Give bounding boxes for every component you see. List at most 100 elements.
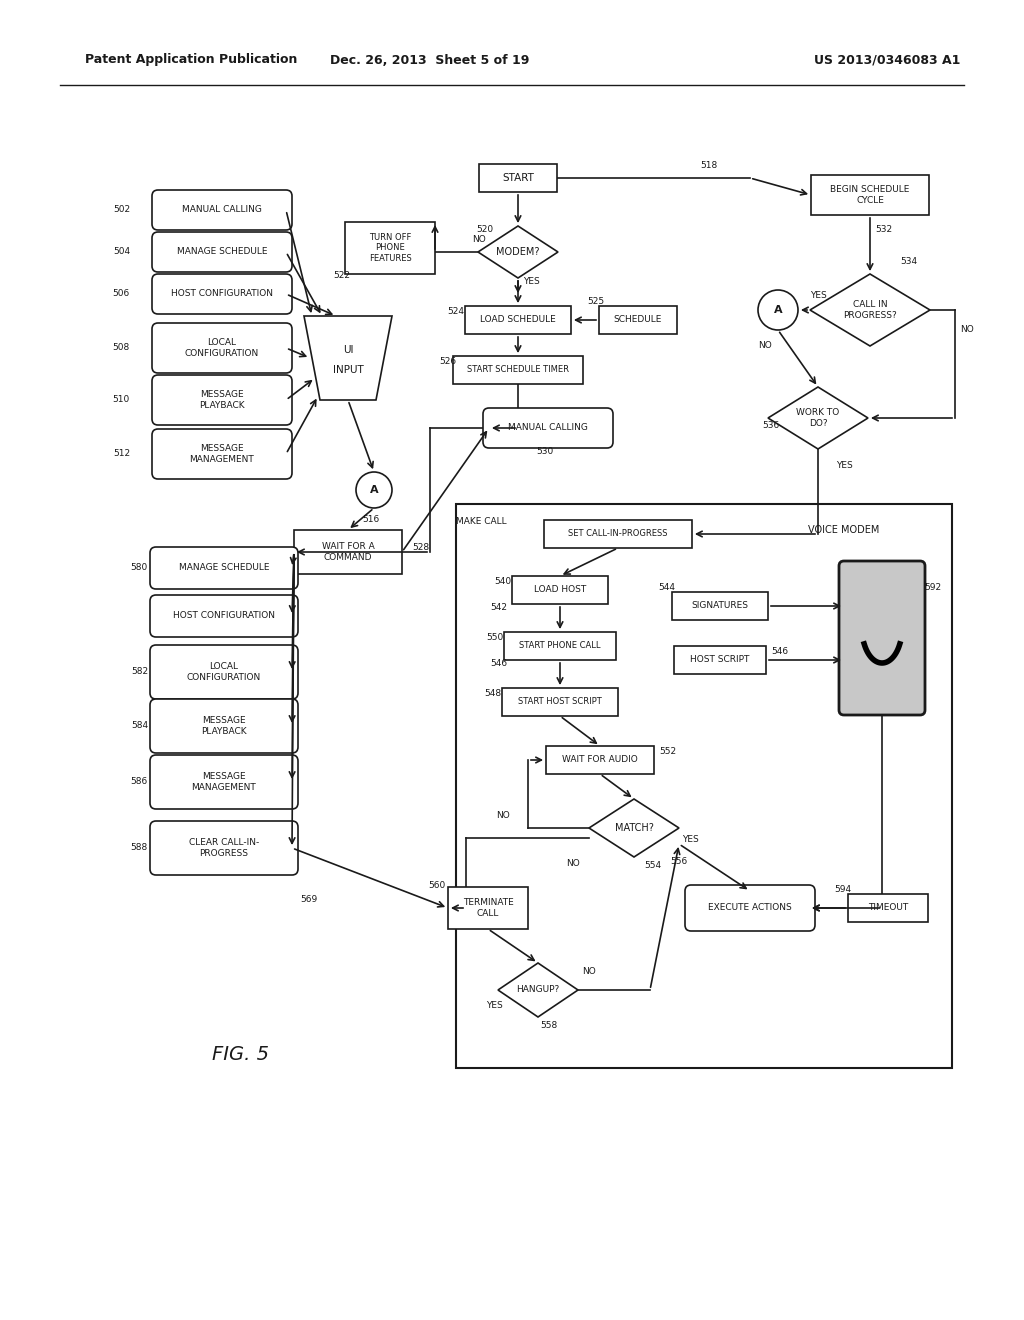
Text: 508: 508 xyxy=(113,343,130,352)
Text: 554: 554 xyxy=(644,862,662,870)
Text: 552: 552 xyxy=(659,747,676,756)
Text: 548: 548 xyxy=(484,689,501,698)
Text: 580: 580 xyxy=(131,564,148,573)
Text: MANAGE SCHEDULE: MANAGE SCHEDULE xyxy=(177,248,267,256)
Text: MATCH?: MATCH? xyxy=(614,822,653,833)
FancyBboxPatch shape xyxy=(345,222,435,275)
Text: 526: 526 xyxy=(439,358,456,367)
Text: 594: 594 xyxy=(834,886,851,895)
Text: MAKE CALL: MAKE CALL xyxy=(456,517,507,527)
FancyBboxPatch shape xyxy=(848,894,928,921)
Text: SCHEDULE: SCHEDULE xyxy=(613,315,663,325)
Text: HOST CONFIGURATION: HOST CONFIGURATION xyxy=(173,611,275,620)
Text: CALL IN
PROGRESS?: CALL IN PROGRESS? xyxy=(843,300,897,319)
Text: INPUT: INPUT xyxy=(333,366,364,375)
Text: HANGUP?: HANGUP? xyxy=(516,986,560,994)
FancyBboxPatch shape xyxy=(152,323,292,374)
Polygon shape xyxy=(498,964,578,1016)
FancyBboxPatch shape xyxy=(152,232,292,272)
Text: 516: 516 xyxy=(362,516,379,524)
Text: NO: NO xyxy=(582,968,596,977)
Text: BEGIN SCHEDULE
CYCLE: BEGIN SCHEDULE CYCLE xyxy=(830,185,909,205)
Text: 520: 520 xyxy=(476,226,494,235)
FancyBboxPatch shape xyxy=(294,531,402,574)
FancyBboxPatch shape xyxy=(152,375,292,425)
Text: 506: 506 xyxy=(113,289,130,298)
Text: WAIT FOR AUDIO: WAIT FOR AUDIO xyxy=(562,755,638,764)
Text: SET CALL-IN-PROGRESS: SET CALL-IN-PROGRESS xyxy=(568,529,668,539)
Text: 536: 536 xyxy=(762,421,779,430)
Text: 588: 588 xyxy=(131,843,148,853)
Text: LOAD HOST: LOAD HOST xyxy=(534,586,586,594)
Text: HOST SCRIPT: HOST SCRIPT xyxy=(690,656,750,664)
Polygon shape xyxy=(768,387,868,449)
Text: UI: UI xyxy=(343,345,353,355)
Text: START: START xyxy=(502,173,534,183)
FancyBboxPatch shape xyxy=(150,546,298,589)
Text: 502: 502 xyxy=(113,206,130,214)
Text: NO: NO xyxy=(566,858,580,867)
FancyBboxPatch shape xyxy=(152,429,292,479)
Polygon shape xyxy=(589,799,679,857)
Text: FIG. 5: FIG. 5 xyxy=(212,1045,268,1064)
FancyBboxPatch shape xyxy=(512,576,608,605)
Text: 540: 540 xyxy=(494,578,511,586)
Text: Patent Application Publication: Patent Application Publication xyxy=(85,54,297,66)
Polygon shape xyxy=(304,315,392,400)
Text: 510: 510 xyxy=(113,396,130,404)
Text: NO: NO xyxy=(758,342,772,351)
FancyBboxPatch shape xyxy=(449,887,528,929)
Text: EXECUTE ACTIONS: EXECUTE ACTIONS xyxy=(709,903,792,912)
Text: Dec. 26, 2013  Sheet 5 of 19: Dec. 26, 2013 Sheet 5 of 19 xyxy=(331,54,529,66)
Polygon shape xyxy=(478,226,558,279)
Text: YES: YES xyxy=(810,292,826,301)
FancyBboxPatch shape xyxy=(465,306,571,334)
Text: 518: 518 xyxy=(700,161,717,170)
Text: MANUAL CALLING: MANUAL CALLING xyxy=(508,424,588,433)
Text: NO: NO xyxy=(496,812,510,821)
Text: LOCAL
CONFIGURATION: LOCAL CONFIGURATION xyxy=(185,338,259,358)
Text: 560: 560 xyxy=(428,882,445,891)
Text: HOST CONFIGURATION: HOST CONFIGURATION xyxy=(171,289,273,298)
FancyBboxPatch shape xyxy=(152,275,292,314)
FancyBboxPatch shape xyxy=(546,746,654,774)
Text: YES: YES xyxy=(682,836,698,845)
Text: 528: 528 xyxy=(412,543,429,552)
Text: A: A xyxy=(774,305,782,315)
Text: MANAGE SCHEDULE: MANAGE SCHEDULE xyxy=(179,564,269,573)
Text: 512: 512 xyxy=(113,450,130,458)
FancyBboxPatch shape xyxy=(483,408,613,447)
Text: 569: 569 xyxy=(300,895,317,904)
Text: A: A xyxy=(370,484,378,495)
Text: 584: 584 xyxy=(131,722,148,730)
Text: TURN OFF
PHONE
FEATURES: TURN OFF PHONE FEATURES xyxy=(369,234,412,263)
Text: WAIT FOR A
COMMAND: WAIT FOR A COMMAND xyxy=(322,543,375,562)
Circle shape xyxy=(758,290,798,330)
Text: TIMEOUT: TIMEOUT xyxy=(868,903,908,912)
FancyBboxPatch shape xyxy=(150,755,298,809)
Text: 525: 525 xyxy=(587,297,604,306)
Text: START PHONE CALL: START PHONE CALL xyxy=(519,642,601,651)
Polygon shape xyxy=(810,275,930,346)
Text: SIGNATURES: SIGNATURES xyxy=(691,602,749,610)
Text: 558: 558 xyxy=(540,1022,557,1031)
FancyBboxPatch shape xyxy=(152,190,292,230)
Text: MESSAGE
PLAYBACK: MESSAGE PLAYBACK xyxy=(200,391,245,409)
Text: CLEAR CALL-IN-
PROGRESS: CLEAR CALL-IN- PROGRESS xyxy=(188,838,259,858)
Text: YES: YES xyxy=(486,1002,503,1011)
Text: VOICE MODEM: VOICE MODEM xyxy=(808,525,880,535)
Text: YES: YES xyxy=(523,277,540,286)
FancyBboxPatch shape xyxy=(502,688,618,715)
Text: MESSAGE
MANAGEMENT: MESSAGE MANAGEMENT xyxy=(191,772,256,792)
FancyBboxPatch shape xyxy=(150,700,298,752)
Text: 556: 556 xyxy=(670,858,687,866)
FancyBboxPatch shape xyxy=(150,645,298,700)
FancyBboxPatch shape xyxy=(839,561,925,715)
Text: 532: 532 xyxy=(874,226,892,235)
FancyBboxPatch shape xyxy=(685,884,815,931)
Text: MESSAGE
PLAYBACK: MESSAGE PLAYBACK xyxy=(201,717,247,735)
Text: 546: 546 xyxy=(490,660,507,668)
Text: 586: 586 xyxy=(131,777,148,787)
FancyBboxPatch shape xyxy=(150,595,298,638)
Text: 550: 550 xyxy=(486,634,503,643)
